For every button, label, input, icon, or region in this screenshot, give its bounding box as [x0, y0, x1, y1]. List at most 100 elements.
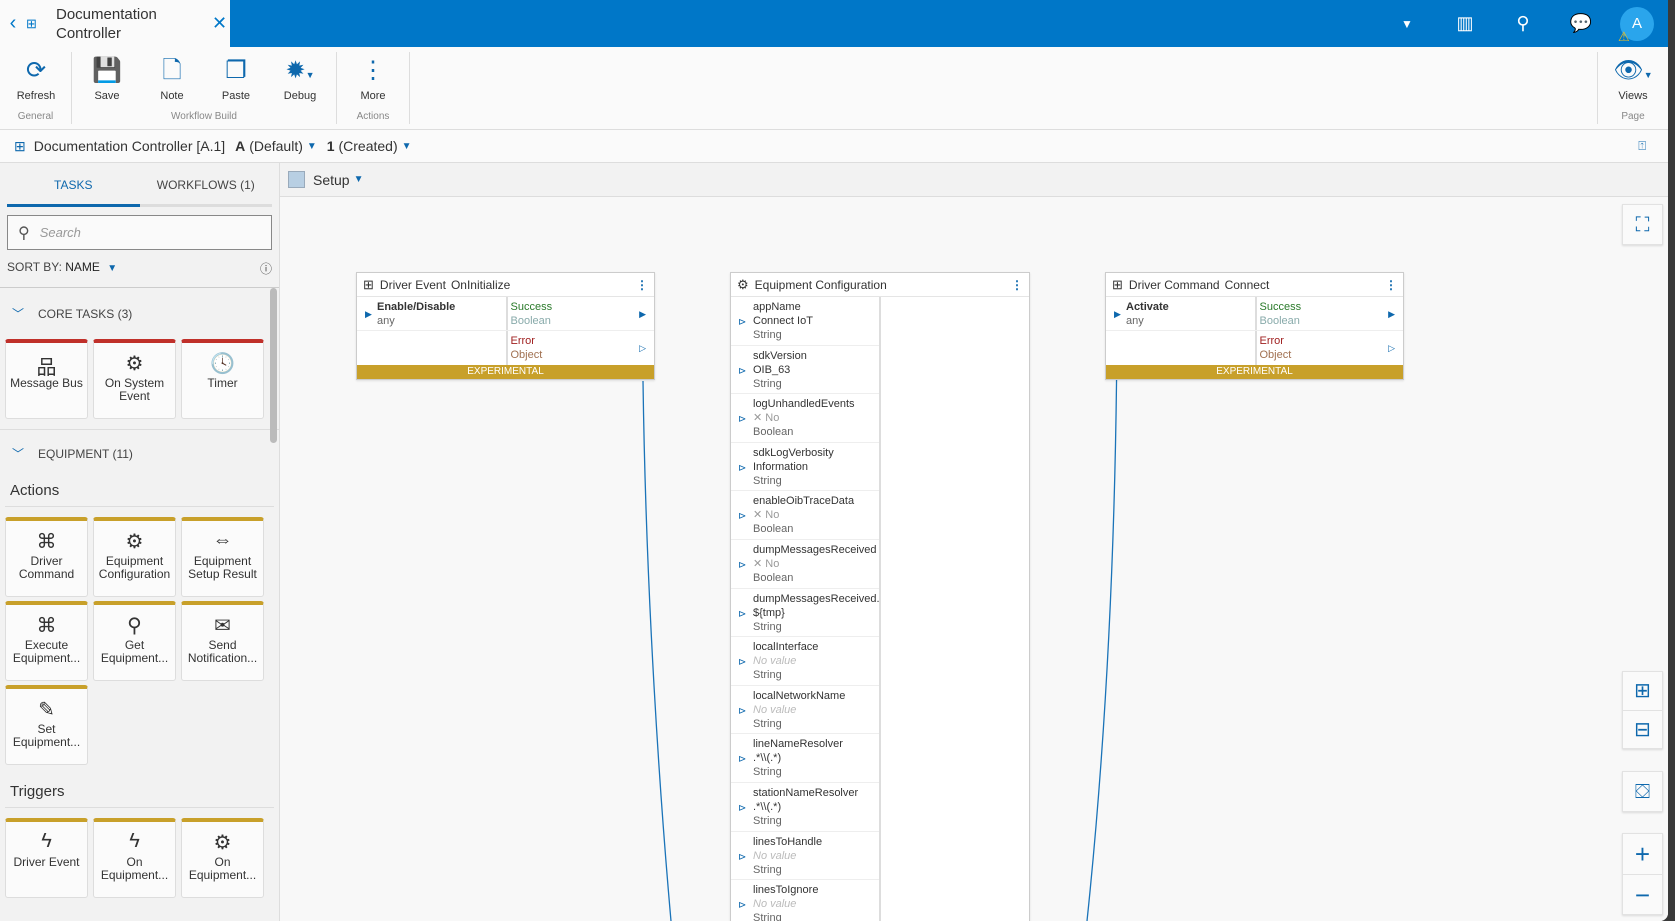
task-card[interactable]: ϟ Driver Event: [5, 818, 88, 898]
task-message-bus[interactable]: 品 Message Bus: [5, 339, 88, 419]
back-icon[interactable]: ‹: [9, 12, 17, 34]
input-port-icon[interactable]: ▶: [365, 309, 372, 319]
node-driver-command[interactable]: ⊞ Driver Command Connect ⋮ ▶ Activate any Succ…: [1105, 272, 1404, 380]
search-input[interactable]: ⚲ Search: [7, 215, 272, 250]
node-type: Driver Command: [1128, 277, 1220, 292]
paste-button[interactable]: ❐ Paste: [206, 56, 266, 102]
chevron-down-icon[interactable]: ▼: [306, 140, 317, 152]
task-card[interactable]: ⌘ Execute Equipment...: [5, 601, 88, 681]
output-name: Success: [1259, 301, 1302, 313]
output-type: Object: [1259, 349, 1292, 361]
task-timer[interactable]: 🕓 Timer: [181, 339, 264, 419]
note-button[interactable]: 🗋 Note: [142, 56, 202, 102]
input-port-icon[interactable]: ▶: [1114, 309, 1121, 319]
sidebar-scrollbar[interactable]: [270, 288, 277, 443]
config-input-row[interactable]: ⊳ localNetworkName No value String: [731, 686, 879, 735]
fit-to-screen-button[interactable]: ⛋: [1622, 771, 1663, 812]
input-port-icon[interactable]: ⊳: [738, 608, 747, 620]
config-input-row[interactable]: ⊳ lineNameResolver .*\\(.*) String: [731, 734, 879, 783]
config-input-row[interactable]: ⊳ sdkVersion OIB_63 String: [731, 346, 879, 395]
breadcrumb-name[interactable]: Documentation Controller [A.1]: [33, 138, 226, 154]
debug-button[interactable]: ✹▼ Debug: [270, 56, 330, 102]
output-port-icon[interactable]: ▷: [639, 343, 646, 353]
collapse-up-icon[interactable]: ⍐: [1638, 138, 1646, 153]
section-core-tasks[interactable]: ﹀ CORE TASKS (3): [0, 288, 279, 339]
output-port-icon[interactable]: ▶: [1388, 309, 1395, 319]
chevron-down-icon[interactable]: ▼: [107, 263, 118, 274]
zoom-out-icon[interactable]: −: [1634, 880, 1651, 910]
config-input-row[interactable]: ⊳ localInterface No value String: [731, 637, 879, 686]
expand-all-icon[interactable]: ⊞: [1623, 672, 1662, 711]
views-button[interactable]: 👁▼ Views: [1603, 56, 1663, 102]
config-input-row[interactable]: ⊳ linesToIgnore No value String: [731, 880, 879, 921]
setup-result-icon: ⇔: [212, 529, 233, 551]
barcode-icon[interactable]: ▥: [1456, 13, 1474, 33]
input-port-icon[interactable]: ⊳: [738, 802, 747, 814]
input-port-icon[interactable]: ⊳: [738, 317, 747, 328]
search-icon[interactable]: ⚲: [1516, 13, 1530, 33]
task-card[interactable]: ✎ Set Equipment...: [5, 685, 88, 765]
task-card[interactable]: ⚙ Equipment Configuration: [93, 517, 176, 597]
task-card[interactable]: ⇔ Equipment Setup Result: [181, 517, 264, 597]
chevron-down-icon[interactable]: ▼: [401, 140, 412, 152]
task-card[interactable]: ⌘ Driver Command: [5, 517, 88, 597]
document-tab[interactable]: ‹ ⊞ Documentation Controller ✕: [0, 0, 230, 47]
node-driver-event[interactable]: ⊞ Driver Event OnInitialize ⋮ ▶ Enable/Disab…: [356, 272, 655, 380]
input-port-icon[interactable]: ⊳: [738, 365, 747, 377]
version-label[interactable]: (Created): [338, 138, 398, 154]
connector-wire: [642, 380, 672, 921]
input-type: Boolean: [753, 571, 794, 584]
input-port-icon[interactable]: ⊳: [738, 414, 747, 426]
input-port-icon[interactable]: ⊳: [738, 559, 747, 571]
refresh-button[interactable]: ⟳ Refresh: [6, 56, 66, 102]
sort-control[interactable]: SORT BY: NAME ▼ ⓘ: [0, 250, 279, 288]
task-card[interactable]: ϟ On Equipment...: [93, 818, 176, 898]
collapse-all-icon[interactable]: ⊟: [1634, 719, 1651, 741]
task-card[interactable]: ✉ Send Notification...: [181, 601, 264, 681]
input-port-icon[interactable]: ⊳: [738, 900, 747, 912]
close-icon[interactable]: ✕: [212, 13, 228, 33]
config-input-row[interactable]: ⊳ dumpMessagesReceived... ${tmp} String: [731, 589, 879, 638]
more-vertical-icon[interactable]: ⋮: [636, 277, 648, 292]
more-button[interactable]: ⋮ More: [343, 56, 403, 102]
tab-tasks[interactable]: TASKS: [7, 163, 140, 207]
input-port-icon[interactable]: ⊳: [738, 657, 747, 669]
input-port-icon[interactable]: ⊳: [738, 462, 747, 474]
config-input-row[interactable]: ⊳ linesToHandle No value String: [731, 832, 879, 881]
config-input-row[interactable]: ⊳ enableOibTraceData ✕ No Boolean: [731, 491, 879, 540]
config-input-row[interactable]: ⊳ appName Connect IoT String: [731, 297, 879, 346]
output-port-icon[interactable]: ▷: [1388, 343, 1395, 353]
task-card[interactable]: ⚲ Get Equipment...: [93, 601, 176, 681]
dropdown-caret-icon[interactable]: ▼: [1401, 16, 1413, 31]
task-on-system-event[interactable]: ⚙ On System Event: [93, 339, 176, 419]
task-card[interactable]: ⚙ On Equipment...: [181, 818, 264, 898]
paste-label: Paste: [221, 90, 251, 102]
input-port-icon[interactable]: ⊳: [738, 705, 747, 717]
config-input-row[interactable]: ⊳ stationNameResolver .*\\(.*) String: [731, 783, 879, 832]
node-equipment-configuration[interactable]: ⚙ Equipment Configuration ⋮ ⊳ appName Connec…: [730, 272, 1030, 921]
input-port-icon[interactable]: ⊳: [738, 851, 747, 863]
version[interactable]: 1: [326, 138, 335, 154]
config-input-row[interactable]: ⊳ sdkLogVerbosity Information String: [731, 443, 879, 492]
fullscreen-button[interactable]: ⛶: [1622, 204, 1663, 245]
input-port-icon[interactable]: ⊳: [738, 754, 747, 766]
section-equipment[interactable]: ﹀ EQUIPMENT (11): [0, 430, 279, 478]
config-input-row[interactable]: ⊳ logUnhandledEvents ✕ No Boolean: [731, 394, 879, 443]
chat-icon[interactable]: 💬: [1569, 13, 1593, 33]
save-button[interactable]: 💾 Save: [77, 56, 137, 102]
more-vertical-icon[interactable]: ⋮: [1385, 277, 1397, 292]
revision-label[interactable]: (Default): [249, 138, 303, 154]
config-input-row[interactable]: ⊳ dumpMessagesReceived ✕ No Boolean: [731, 540, 879, 589]
tab-workflows[interactable]: WORKFLOWS (1): [156, 178, 255, 192]
revision[interactable]: A: [235, 138, 246, 154]
canvas-page-selector[interactable]: Setup ▼: [280, 163, 1668, 197]
input-port-icon[interactable]: ⊳: [738, 511, 747, 523]
info-icon[interactable]: ⓘ: [259, 262, 272, 276]
avatar[interactable]: A ⚠: [1618, 6, 1654, 44]
output-port-icon[interactable]: ▶: [639, 309, 646, 319]
workflow-canvas[interactable]: ⊞ Driver Event OnInitialize ⋮ ▶ Enable/Disab…: [280, 197, 1668, 921]
avatar-initial: A: [1631, 15, 1642, 32]
zoom-in-icon[interactable]: +: [1623, 834, 1662, 875]
sort-value[interactable]: NAME: [65, 260, 100, 274]
more-vertical-icon[interactable]: ⋮: [1011, 277, 1023, 292]
